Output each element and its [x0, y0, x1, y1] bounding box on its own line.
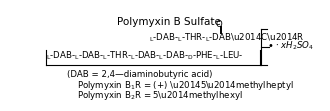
Text: $_{\mathsf{L}}$-DAB-$_{\mathsf{L}}$-THR-$_{\mathsf{L}}$-DAB\u2014C\u2014R: $_{\mathsf{L}}$-DAB-$_{\mathsf{L}}$-THR-…	[148, 31, 304, 44]
Text: $_{\mathsf{L}}$-DAB-$_{\mathsf{L}}$-DAB-$_{\mathsf{L}}$-THR-$_{\mathsf{L}}$-DAB-: $_{\mathsf{L}}$-DAB-$_{\mathsf{L}}$-DAB-…	[46, 50, 244, 62]
Text: Polymyxin B Sulfate: Polymyxin B Sulfate	[117, 17, 221, 27]
Text: Polymyxin B$_{1}$R = (+) \u20145\u2014methylheptyl: Polymyxin B$_{1}$R = (+) \u20145\u2014me…	[77, 79, 294, 92]
Text: •: •	[268, 41, 274, 51]
Text: $\cdot$ $xH_{2}SO_{4}$: $\cdot$ $xH_{2}SO_{4}$	[275, 40, 314, 53]
Text: (DAB = 2,4—diaminobutyric acid): (DAB = 2,4—diaminobutyric acid)	[67, 70, 212, 79]
Text: O: O	[215, 20, 222, 29]
Text: Polymyxin B$_{2}$R = 5\u2014methylhexyl: Polymyxin B$_{2}$R = 5\u2014methylhexyl	[77, 89, 243, 102]
